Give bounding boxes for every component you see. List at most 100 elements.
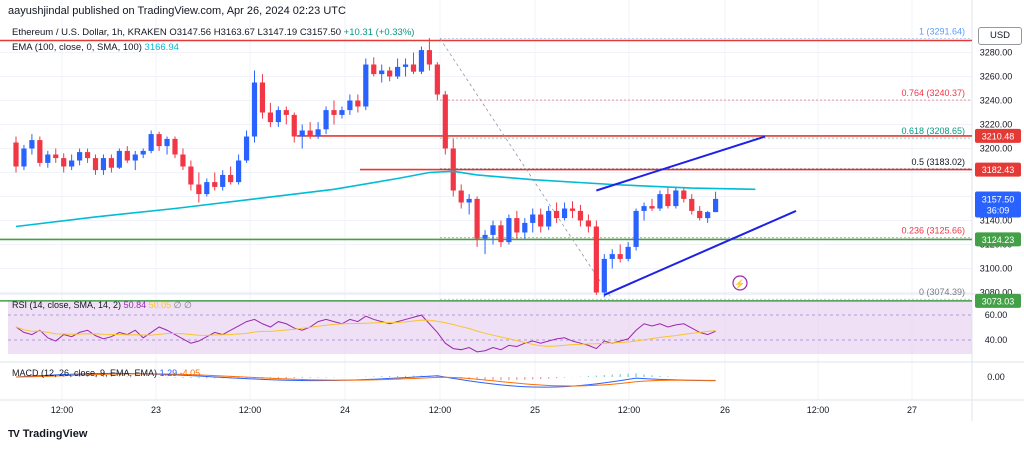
candle-body <box>522 222 528 233</box>
price-tick-label: 3140.00 <box>980 216 1013 226</box>
candle-body <box>69 160 75 167</box>
price-change: +10.31 (+0.33%) <box>343 27 415 38</box>
candle-body <box>442 94 448 149</box>
candle-body <box>339 110 345 115</box>
candle-body <box>554 210 560 219</box>
candle-body <box>13 142 19 167</box>
candle-body <box>395 66 401 77</box>
candle-body <box>283 110 289 115</box>
rsi-pane <box>15 314 716 353</box>
time-tick-label: 12:00 <box>429 405 452 415</box>
channel-lines <box>596 135 797 296</box>
candle-body <box>474 198 480 239</box>
candle-body <box>315 129 321 137</box>
channel-upper-line <box>596 135 766 192</box>
rsi-name[interactable]: RSI (14, close, SMA, 14, 2) <box>12 300 122 310</box>
ema-value: 3166.94 <box>144 42 179 53</box>
time-tick-label: 26 <box>720 405 730 415</box>
fib-level-label: 0.618 (3208.65) <box>901 126 965 136</box>
rsi-band <box>8 300 972 354</box>
rsi-value: 50.84 <box>123 300 147 310</box>
time-axis: 12:00 23 12:00 24 12:00 25 12:00 26 12:00 27 <box>51 405 917 415</box>
symbol-info: Ethereum / U.S. Dollar, 1h, KRAKEN O3147… <box>12 27 414 38</box>
candle-body <box>275 110 281 123</box>
horizontal-levels <box>0 39 972 302</box>
candle-body <box>148 134 154 151</box>
time-tick-label: 27 <box>907 405 917 415</box>
time-tick-label: 12:00 <box>807 405 830 415</box>
time-tick-label: 24 <box>340 405 350 415</box>
candle-body <box>140 150 146 155</box>
candle-body <box>196 184 202 195</box>
level-price-badge-bg <box>975 128 1021 143</box>
candle-body <box>665 194 671 207</box>
time-tick-label: 12:00 <box>618 405 641 415</box>
candle-body <box>188 166 194 185</box>
candle-body <box>45 154 51 163</box>
svg-text:⚡: ⚡ <box>734 278 745 290</box>
candle-body <box>713 198 719 213</box>
indicator-tick-label: 0.00 <box>987 372 1005 382</box>
candle-body <box>379 70 385 75</box>
candle-body <box>498 225 504 243</box>
candle-body <box>689 198 695 211</box>
candle-body <box>681 190 687 199</box>
candle-body <box>347 100 353 111</box>
price-tick-label: 3240.00 <box>980 96 1013 106</box>
candle-body <box>291 114 297 137</box>
price-tick-label: 3080.00 <box>980 288 1013 298</box>
candle-body <box>53 154 59 159</box>
fib-level-label: 0 (3074.39) <box>919 287 965 297</box>
ema-label[interactable]: EMA (100, close, 0, SMA, 100) <box>12 42 142 53</box>
candle-body <box>649 206 655 209</box>
candle-body <box>172 138 178 155</box>
rsi-ma-value: 50.05 <box>148 300 172 310</box>
candle-body <box>267 112 273 123</box>
candle-body <box>323 110 329 130</box>
lightning-icon[interactable]: ⚡ <box>732 275 748 291</box>
candle-body <box>29 140 35 149</box>
candle-body <box>236 160 242 183</box>
candle-body <box>84 152 91 159</box>
ohlc-values: O3147.56 H3163.67 L3147.19 C3157.50 <box>169 27 342 38</box>
price-tick-label: 3100.00 <box>980 264 1013 274</box>
candle-body <box>506 218 512 243</box>
candle-body <box>387 70 393 77</box>
level-price-badge: 3182.43 <box>982 165 1015 175</box>
candle-body <box>212 182 218 187</box>
currency-button[interactable]: USD <box>978 27 1022 45</box>
fib-level-label: 0.236 (3125.66) <box>901 226 965 236</box>
candle-body <box>61 158 67 167</box>
candle-body <box>77 152 83 161</box>
tradingview-logo[interactable]: TV TradingView <box>8 428 87 440</box>
candle-body <box>116 150 122 168</box>
fib-level-label: 0.5 (3183.02) <box>911 157 965 167</box>
candle-body <box>569 208 576 211</box>
current-price-badge-bg <box>975 191 1021 218</box>
candle-body <box>21 148 27 167</box>
macd-name[interactable]: MACD (12, 26, close, 9, EMA, EMA) <box>12 368 158 378</box>
rsi-empty-values: ∅ ∅ <box>173 300 192 310</box>
level-price-badge-bg <box>975 293 1021 308</box>
candle-body <box>331 110 337 115</box>
candle-body <box>108 158 114 168</box>
candle-body <box>259 82 266 113</box>
candle-body <box>371 64 377 75</box>
candle-body <box>641 206 647 211</box>
candle-body <box>418 50 425 72</box>
indicator-tick-label: 60.00 <box>985 310 1008 320</box>
symbol-name[interactable]: Ethereum / U.S. Dollar, 1h, KRAKEN <box>12 27 167 38</box>
candle-body <box>164 138 170 147</box>
candle-body <box>593 226 599 293</box>
candle-body <box>697 210 703 219</box>
candle-body <box>299 130 305 137</box>
candle-body <box>307 130 313 137</box>
rsi-line <box>15 314 716 353</box>
rsi-legend: RSI (14, close, SMA, 14, 2) 50.84 50.05 … <box>12 300 192 311</box>
candle-body <box>617 254 623 259</box>
level-price-badge-bg <box>975 232 1021 247</box>
fib-level-label: 0.764 (3240.37) <box>901 88 965 98</box>
